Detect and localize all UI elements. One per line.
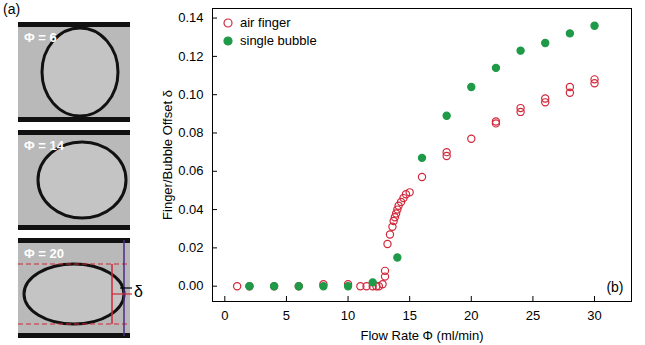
- svg-text:0.10: 0.10: [178, 87, 203, 102]
- html-text:air finger: air finger: [240, 15, 291, 30]
- svg-text:5: 5: [283, 308, 290, 323]
- svg-text:0.12: 0.12: [178, 49, 203, 64]
- svg-text:0.02: 0.02: [178, 240, 203, 255]
- svg-text:Φ = 6: Φ = 6: [24, 30, 57, 45]
- svg-text:15: 15: [402, 308, 416, 323]
- svg-text:0.08: 0.08: [178, 125, 203, 140]
- svg-text:0.00: 0.00: [178, 278, 203, 293]
- svg-text:0.04: 0.04: [178, 202, 203, 217]
- svg-text:Finger/Bubble Offset δ: Finger/Bubble Offset δ: [160, 90, 175, 220]
- svg-text:0: 0: [221, 308, 228, 323]
- svg-text:25: 25: [526, 308, 540, 323]
- svg-text:0.06: 0.06: [178, 163, 203, 178]
- svg-text:30: 30: [587, 308, 601, 323]
- svg-text:Φ = 14: Φ = 14: [24, 138, 65, 153]
- svg-text:Flow Rate Φ (ml/min): Flow Rate Φ (ml/min): [360, 328, 483, 343]
- svg-text:0.14: 0.14: [178, 10, 203, 25]
- svg-text:δ: δ: [134, 283, 143, 300]
- svg-text:(a): (a): [3, 1, 20, 17]
- svg-text:10: 10: [341, 308, 355, 323]
- svg-text:20: 20: [464, 308, 478, 323]
- svg-text:Φ = 20: Φ = 20: [24, 246, 64, 261]
- svg-text:(b): (b): [606, 279, 623, 295]
- html-text:single bubble: single bubble: [240, 33, 317, 48]
